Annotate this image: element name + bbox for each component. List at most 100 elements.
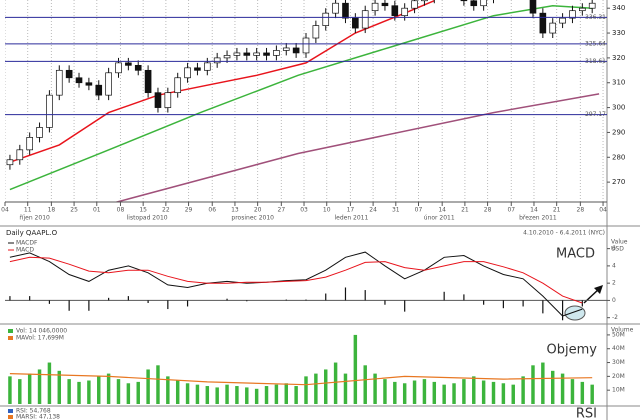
y-tick-label: 290 <box>612 128 625 136</box>
volume-bar <box>521 376 525 404</box>
volume-bar <box>393 381 397 404</box>
volume-bar <box>136 381 140 404</box>
volume-bar <box>363 365 367 404</box>
x-tick-label: 22 <box>162 207 170 214</box>
x-tick-label: 20 <box>254 207 262 214</box>
volume-bar <box>324 369 328 404</box>
month-label: březen 2011 <box>519 215 557 222</box>
y-tick-label: 10M <box>612 387 625 394</box>
y-tick-label: 30M <box>612 359 625 366</box>
plot-area <box>5 0 604 202</box>
volume-bar <box>294 386 298 404</box>
volume-bar <box>472 376 476 404</box>
level-label: 297.17 <box>585 111 606 118</box>
axis-label: USD <box>611 246 624 253</box>
x-tick-label: 11 <box>24 207 32 214</box>
volume-bar <box>541 362 545 404</box>
candle-body <box>263 52 270 56</box>
candle-body <box>36 127 43 138</box>
candle-body <box>381 2 389 7</box>
y-tick-label: 330 <box>612 29 625 37</box>
volume-bar <box>274 384 279 404</box>
candle-body <box>401 7 408 17</box>
candle-body <box>460 0 468 2</box>
volume-bar <box>432 381 437 404</box>
volume-bar <box>511 384 515 404</box>
month-label: prosinec 2010 <box>231 215 274 222</box>
y-tick-label: 270 <box>612 178 625 186</box>
volume-bar <box>373 373 377 404</box>
candle-body <box>65 69 73 79</box>
x-tick-label: 07 <box>415 207 423 214</box>
volume-bar <box>412 380 417 404</box>
level-label: 336.31 <box>585 14 606 21</box>
month-label: únor 2011 <box>424 215 455 222</box>
candle-body <box>134 64 142 71</box>
x-tick-label: 15 <box>139 207 147 214</box>
candle-body <box>125 62 132 66</box>
x-tick-label: 08 <box>117 207 125 214</box>
macd-line <box>9 256 583 304</box>
candle-body <box>361 10 369 29</box>
y-tick-label: 310 <box>612 79 625 87</box>
candle-body <box>184 67 191 79</box>
legend-swatch <box>8 329 13 333</box>
volume-bar <box>422 379 427 404</box>
y-tick-label: 300 <box>612 104 625 112</box>
legend-label: MACDF <box>16 240 38 247</box>
month-label: říjen 2010 <box>19 215 50 222</box>
volume-bar <box>57 370 62 404</box>
legend-swatch <box>8 415 13 419</box>
volume-bar <box>215 387 219 404</box>
volume-bar <box>580 381 585 404</box>
candle-body <box>529 0 537 14</box>
volume-bar <box>205 386 210 404</box>
y-tick-label: 20M <box>612 373 625 380</box>
x-tick-label: 28 <box>577 207 585 214</box>
moving-average <box>114 93 600 202</box>
y-tick-label: 40M <box>612 345 625 352</box>
volume-bar <box>550 370 555 404</box>
candle-body <box>421 0 428 2</box>
month-label: listopad 2010 <box>127 215 168 222</box>
x-tick-label: 18 <box>48 207 56 214</box>
arrow-head <box>594 285 603 294</box>
x-tick-label: 07 <box>507 207 515 214</box>
volume-bar <box>106 373 111 404</box>
y-tick-label: 340 <box>612 4 625 12</box>
legend-swatch <box>8 409 13 413</box>
y-tick-label: 280 <box>612 153 625 161</box>
candle-body <box>95 84 103 96</box>
volume-bar <box>27 373 32 404</box>
candle-body <box>204 62 211 71</box>
legend-label: MARSI: 47,138 <box>16 414 60 420</box>
volume-bar <box>501 383 506 404</box>
month-label: leden 2011 <box>334 215 368 222</box>
y-tick-label: 4 <box>612 262 616 269</box>
volume-bar <box>590 384 594 404</box>
volume-bar <box>333 362 338 404</box>
volume-bar <box>97 376 101 404</box>
volume-bar <box>175 380 180 404</box>
candle-body <box>470 0 478 7</box>
candle-body <box>371 2 379 12</box>
candle-body <box>282 47 290 51</box>
volume-bar <box>560 373 565 404</box>
volume-bar <box>452 383 456 404</box>
x-tick-label: 28 <box>484 207 492 214</box>
candle-body <box>144 69 152 94</box>
axis-label: Value <box>611 239 628 246</box>
candle-body <box>273 50 280 56</box>
y-tick-label: 2 <box>612 280 616 287</box>
candle-body <box>213 57 221 64</box>
x-tick-label: 29 <box>185 207 193 214</box>
volume-bar <box>185 383 190 404</box>
y-tick-label: -2 <box>612 314 618 321</box>
panel-header: Daily QAAPL.O <box>6 229 58 237</box>
candle-body <box>75 77 83 84</box>
volume-bar <box>67 379 71 404</box>
volume-bar <box>87 380 91 404</box>
volume-bar <box>37 369 42 404</box>
candle-body <box>312 25 320 39</box>
